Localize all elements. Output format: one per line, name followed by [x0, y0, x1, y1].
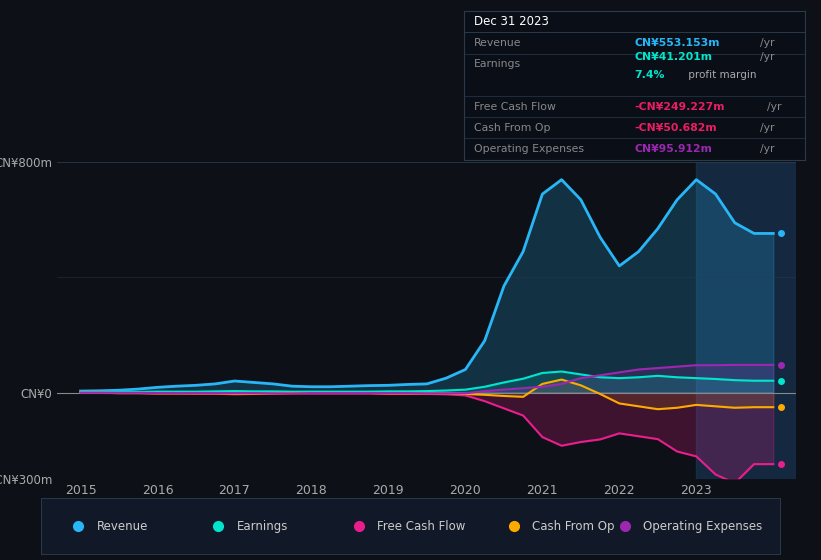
Text: Earnings: Earnings — [237, 520, 288, 533]
Bar — [696, 162, 796, 479]
Text: Earnings: Earnings — [474, 59, 521, 69]
Text: profit margin: profit margin — [686, 69, 757, 80]
Text: /yr: /yr — [767, 101, 782, 111]
Text: CN¥553.153m: CN¥553.153m — [635, 38, 720, 48]
Text: /yr: /yr — [760, 123, 775, 133]
Text: /yr: /yr — [760, 144, 775, 154]
Text: Operating Expenses: Operating Expenses — [474, 144, 584, 154]
Text: -CN¥249.227m: -CN¥249.227m — [635, 101, 725, 111]
Text: Cash From Op: Cash From Op — [533, 520, 615, 533]
Text: CN¥95.912m: CN¥95.912m — [635, 144, 712, 154]
Text: -CN¥50.682m: -CN¥50.682m — [635, 123, 717, 133]
Text: /yr: /yr — [760, 52, 775, 62]
Text: /yr: /yr — [760, 38, 775, 48]
Text: Free Cash Flow: Free Cash Flow — [378, 520, 466, 533]
Text: Cash From Op: Cash From Op — [474, 123, 551, 133]
Text: Dec 31 2023: Dec 31 2023 — [474, 15, 549, 29]
Text: 7.4%: 7.4% — [635, 69, 665, 80]
Text: Revenue: Revenue — [474, 38, 521, 48]
Text: Revenue: Revenue — [97, 520, 148, 533]
Text: Operating Expenses: Operating Expenses — [644, 520, 763, 533]
Text: Free Cash Flow: Free Cash Flow — [474, 101, 556, 111]
Text: CN¥41.201m: CN¥41.201m — [635, 52, 713, 62]
